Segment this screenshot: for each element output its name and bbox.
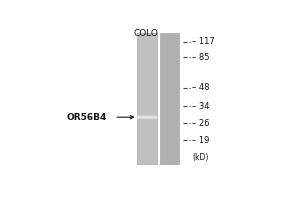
Text: – 19: – 19: [192, 136, 209, 145]
Text: – 85: – 85: [192, 53, 210, 62]
Text: – 26: – 26: [192, 119, 210, 128]
Text: OR56B4: OR56B4: [67, 113, 107, 122]
Text: (kD): (kD): [192, 153, 208, 162]
Text: COLO: COLO: [134, 29, 159, 38]
Bar: [137, 33, 157, 164]
Bar: [160, 33, 179, 164]
Text: – 48: – 48: [192, 83, 210, 92]
Text: – 34: – 34: [192, 102, 210, 111]
Text: – 117: – 117: [192, 37, 215, 46]
